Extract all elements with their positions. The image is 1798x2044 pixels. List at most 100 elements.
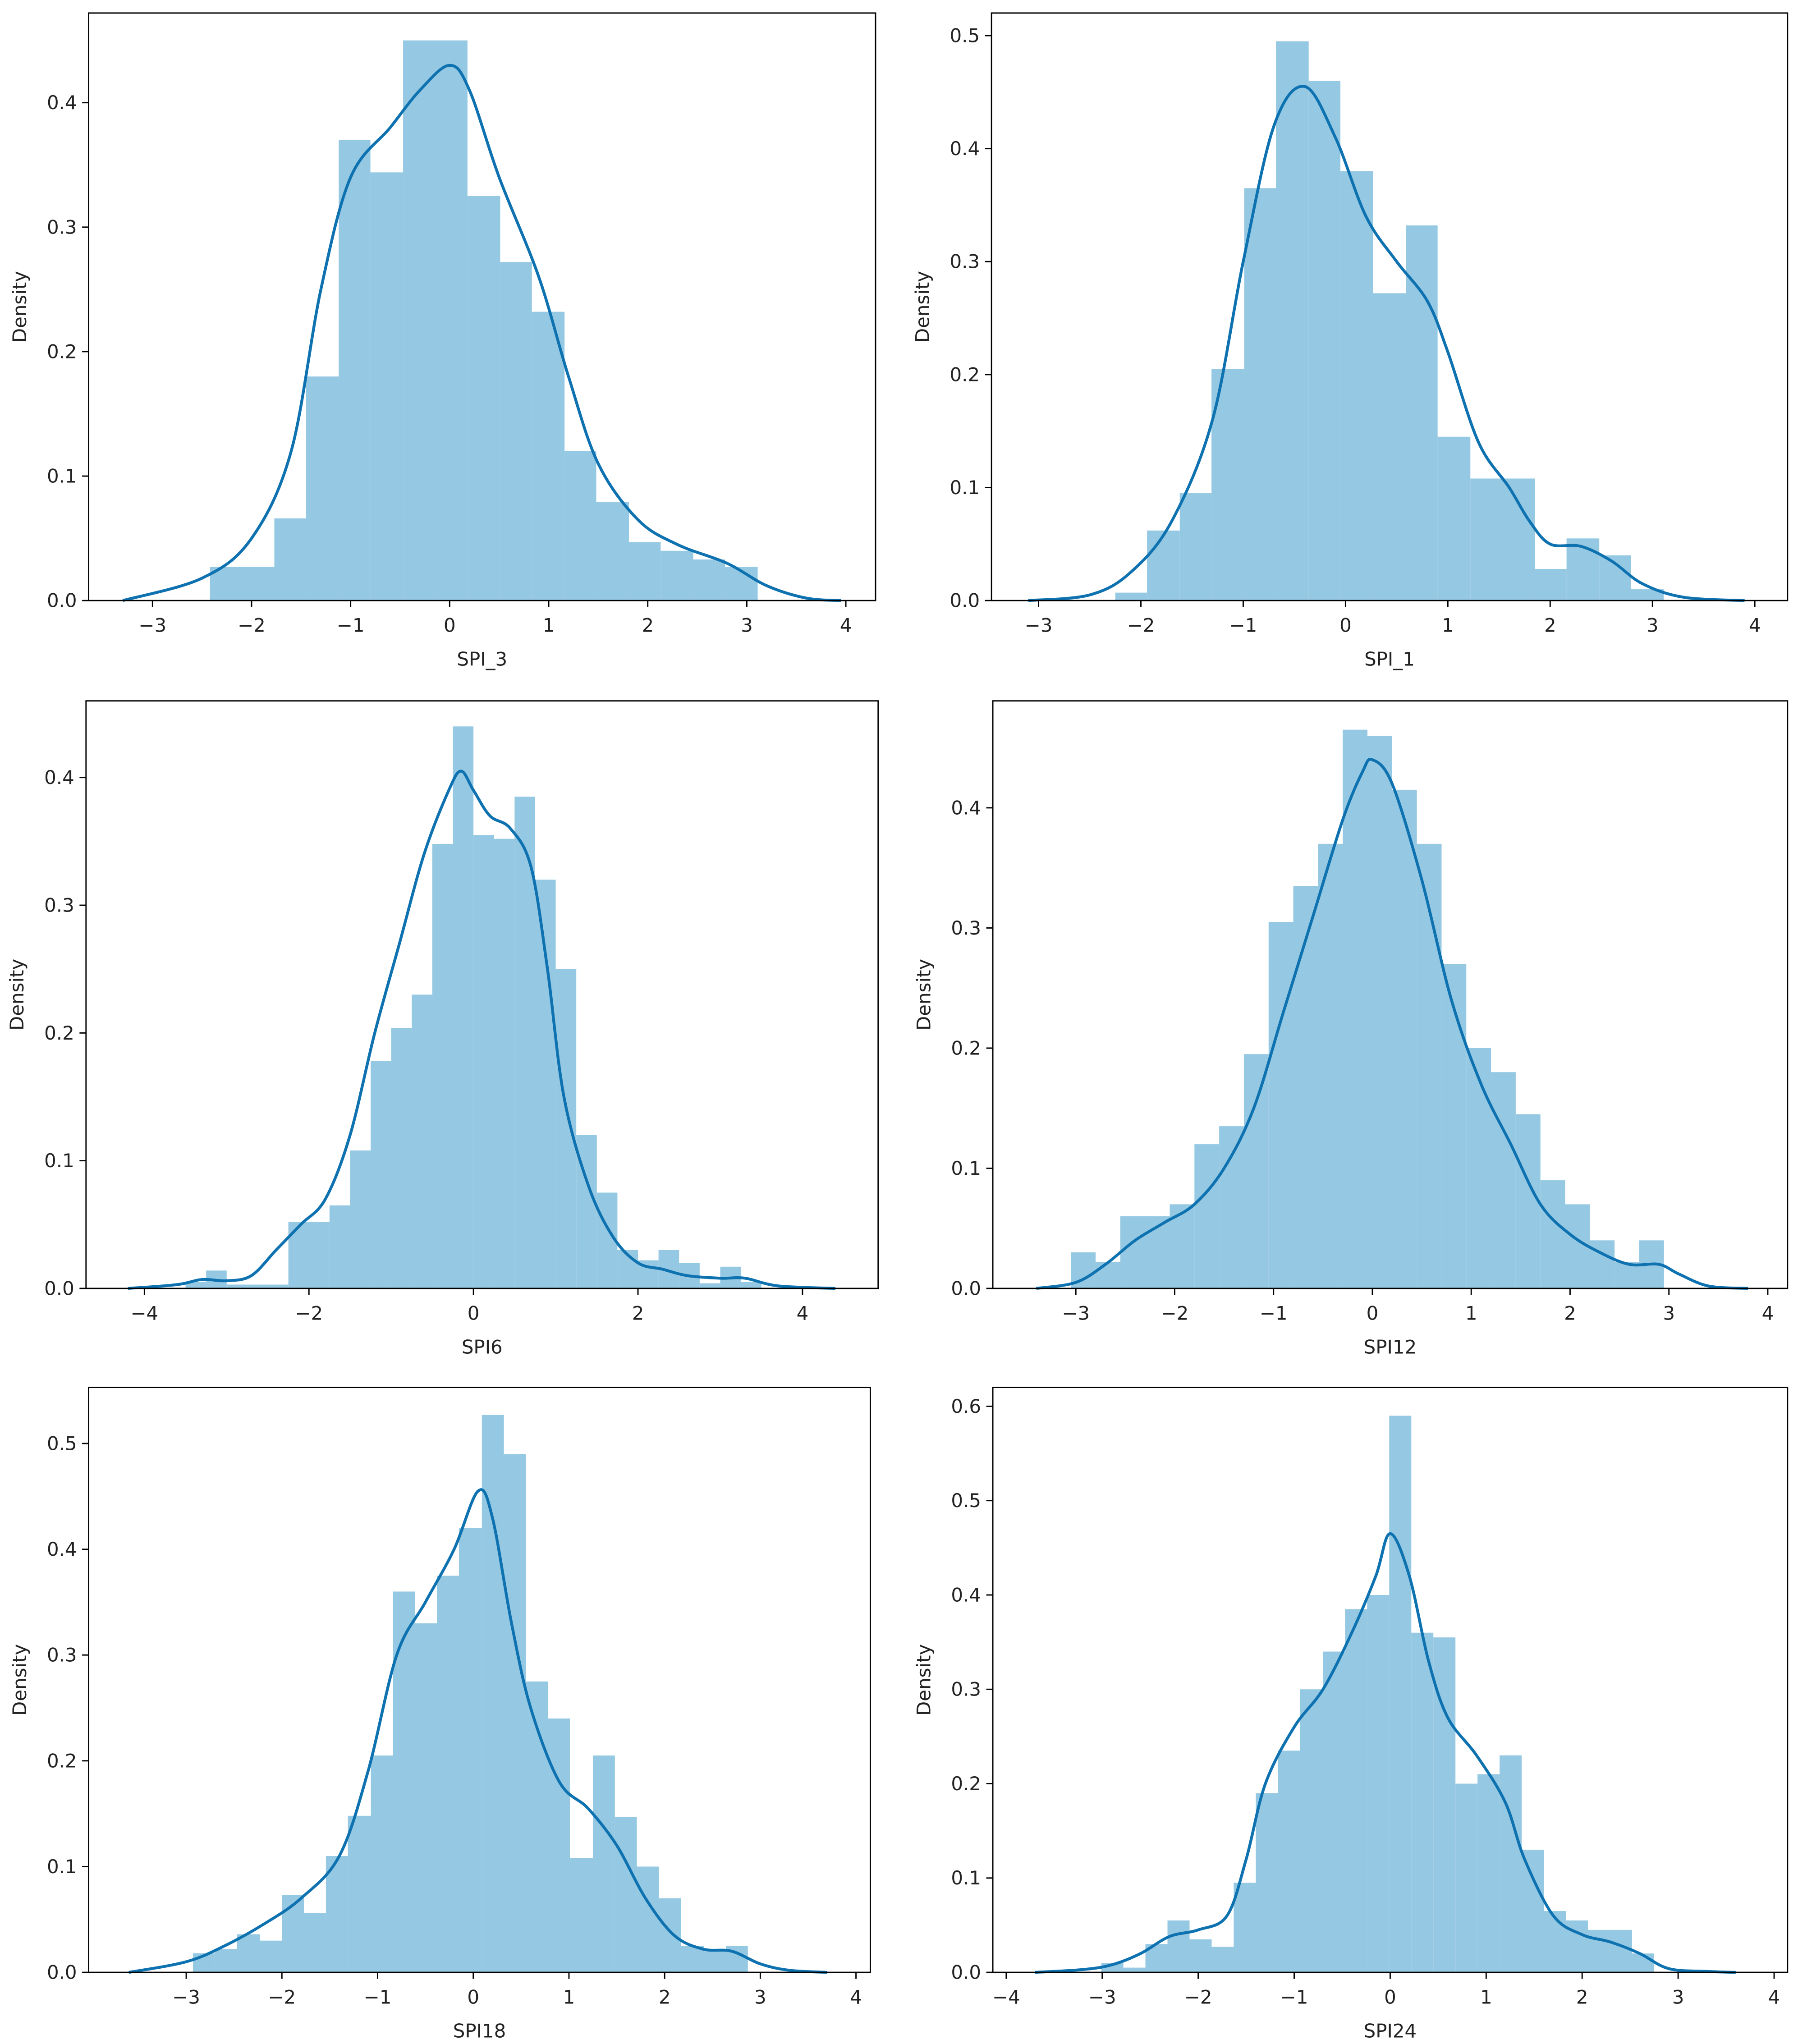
bar	[1211, 1947, 1234, 1973]
bar	[1540, 1180, 1565, 1288]
x-tick-label: 4	[850, 1986, 862, 2008]
x-tick-label: −4	[992, 1986, 1020, 2008]
kde-line	[1028, 85, 1745, 602]
bar	[274, 518, 306, 601]
bar	[548, 1718, 570, 1973]
bar	[268, 1284, 289, 1288]
axes-frame	[88, 1387, 871, 1973]
x-tick-label: −1	[1260, 1302, 1288, 1324]
x-tick-label: 3	[741, 614, 753, 637]
bar	[1466, 1048, 1491, 1288]
bar	[247, 1284, 268, 1288]
bar	[693, 559, 725, 601]
bar	[1256, 1793, 1278, 1973]
bar	[1411, 1632, 1434, 1973]
bar	[564, 451, 596, 601]
bar	[326, 1856, 348, 1973]
bar	[1367, 735, 1392, 1288]
y-tick-label: 0.5	[47, 1432, 77, 1454]
bar	[1373, 293, 1406, 601]
y-tick-label: 0.4	[951, 797, 981, 819]
y-tick-label: 0.1	[951, 1157, 981, 1179]
y-tick-label: 0.1	[950, 477, 980, 499]
x-tick-label: −2	[268, 1986, 296, 2008]
bar	[637, 1866, 659, 1973]
x-tick-label: 1	[563, 1986, 575, 2008]
y-axis-label: Density	[911, 271, 933, 343]
x-tick-label: 4	[1762, 1302, 1774, 1324]
bar	[1167, 1920, 1190, 1973]
bar	[1300, 1689, 1323, 1973]
bar	[1323, 1651, 1345, 1973]
bar	[226, 1284, 248, 1288]
bar	[1268, 922, 1293, 1288]
bar	[1515, 1114, 1541, 1288]
x-tick-label: 0	[1384, 1986, 1396, 2008]
y-tick-label: 0.1	[47, 1856, 77, 1878]
y-tick-label: 0.2	[44, 1022, 74, 1044]
bar	[535, 880, 556, 1288]
bar	[1340, 171, 1373, 601]
bar	[371, 1755, 393, 1973]
x-tick-label: 1	[1480, 1986, 1492, 2008]
bar	[615, 1817, 637, 1973]
bar	[1417, 843, 1442, 1288]
x-tick-label: −1	[1229, 614, 1257, 637]
panel: −3 −2 −1 0 1 2 3 4 0.0 0.1 0.2 0.3 0.4 SPI12 Density	[913, 700, 1789, 1358]
x-tick-label: −1	[1280, 1986, 1308, 2008]
x-axis-label: SPI18	[453, 2020, 506, 2042]
bar	[494, 839, 515, 1288]
x-tick-label: 0	[468, 1302, 480, 1324]
bar	[306, 376, 339, 601]
y-tick-label: 0.6	[951, 1395, 981, 1417]
y-tick-label: 0.0	[950, 590, 980, 612]
bar	[1610, 1929, 1632, 1973]
bar	[371, 1061, 391, 1288]
x-tick-label: −2	[1127, 614, 1155, 637]
y-tick-label: 0.2	[951, 1773, 981, 1795]
bar	[1120, 1216, 1145, 1288]
bar	[437, 1576, 459, 1973]
bar	[660, 550, 693, 601]
bar	[1590, 1240, 1615, 1288]
bar	[237, 1934, 260, 1973]
axes-frame	[88, 12, 876, 601]
x-tick-label: 0	[1339, 614, 1352, 637]
bar	[500, 262, 532, 601]
y-tick-label: 0.4	[47, 92, 77, 114]
x-tick-label: 2	[1576, 1986, 1588, 2008]
y-tick-label: 0.4	[951, 1584, 981, 1606]
bar	[628, 542, 661, 601]
bar	[473, 835, 494, 1288]
y-tick-label: 0.5	[951, 1489, 981, 1512]
x-tick-label: 0	[467, 1986, 479, 2008]
bar	[1179, 493, 1212, 601]
y-axis-label: Density	[913, 959, 935, 1031]
bar	[309, 1222, 330, 1288]
x-tick-label: 0	[444, 614, 456, 637]
bar	[1544, 1911, 1566, 1973]
x-tick-label: −2	[1161, 1302, 1189, 1324]
bar	[1437, 436, 1471, 601]
bar	[1392, 789, 1417, 1288]
bar	[288, 1222, 309, 1288]
x-tick-label: 4	[1749, 614, 1761, 637]
x-tick-label: 2	[1564, 1302, 1576, 1324]
x-tick-label: −2	[295, 1302, 323, 1324]
bar	[304, 1913, 326, 1973]
x-tick-label: 1	[543, 614, 555, 637]
bar	[1470, 478, 1502, 601]
y-tick-label: 0.3	[951, 1678, 981, 1700]
bar	[1219, 1126, 1244, 1288]
y-tick-label: 0.1	[44, 1150, 74, 1172]
y-tick-label: 0.0	[47, 590, 77, 612]
x-tick-label: −3	[1088, 1986, 1116, 2008]
bar	[1345, 1609, 1367, 1973]
x-axis-label: SPI_1	[1364, 648, 1415, 670]
bar	[570, 1858, 593, 1973]
y-tick-label: 0.5	[950, 24, 980, 46]
y-tick-label: 0.3	[47, 216, 77, 238]
bar	[1308, 81, 1341, 601]
bar	[1115, 592, 1147, 601]
